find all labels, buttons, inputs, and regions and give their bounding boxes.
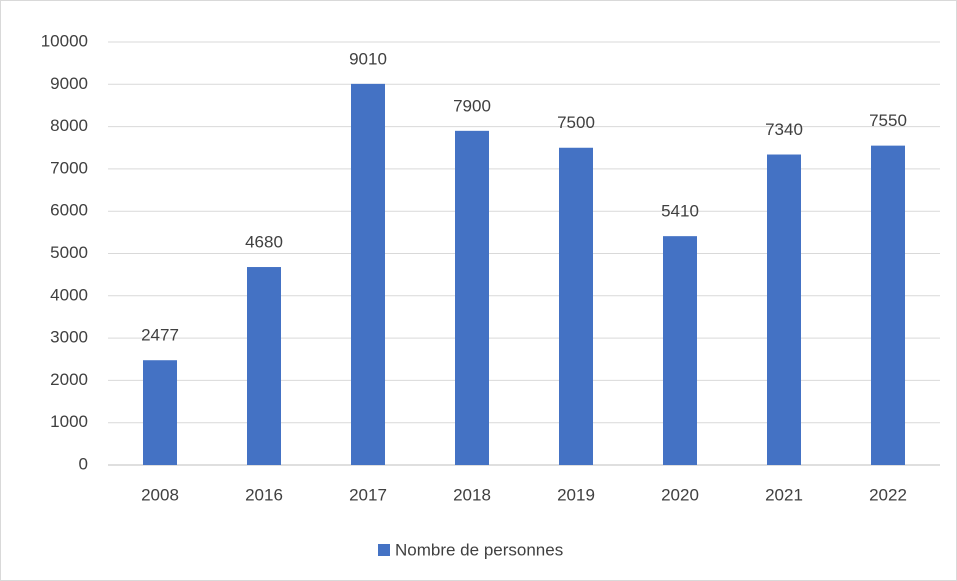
data-label: 7340 — [765, 120, 803, 139]
x-tick-label: 2018 — [453, 485, 491, 504]
y-tick-label: 9000 — [50, 74, 88, 93]
y-tick-label: 6000 — [50, 201, 88, 220]
x-tick-label: 2016 — [245, 485, 283, 504]
bar — [247, 267, 281, 465]
bar — [559, 147, 593, 465]
data-label: 7550 — [869, 111, 907, 130]
y-tick-label: 10000 — [41, 31, 88, 50]
data-label: 5410 — [661, 202, 699, 221]
y-tick-label: 2000 — [50, 370, 88, 389]
data-label: 7500 — [557, 113, 595, 132]
x-tick-label: 2019 — [557, 485, 595, 504]
x-tick-label: 2021 — [765, 485, 803, 504]
bar — [871, 145, 905, 465]
bar — [767, 154, 801, 465]
bar — [455, 130, 489, 465]
bar — [351, 83, 385, 465]
y-tick-label: 7000 — [50, 158, 88, 177]
x-tick-label: 2008 — [141, 485, 179, 504]
bar — [663, 236, 697, 465]
y-tick-label: 0 — [79, 454, 88, 473]
data-label: 7900 — [453, 96, 491, 115]
y-tick-label: 1000 — [50, 412, 88, 431]
data-label: 9010 — [349, 49, 387, 68]
y-tick-label: 8000 — [50, 116, 88, 135]
data-label: 2477 — [141, 326, 179, 345]
x-tick-label: 2020 — [661, 485, 699, 504]
data-label: 4680 — [245, 233, 283, 252]
legend-label: Nombre de personnes — [395, 540, 563, 559]
x-tick-label: 2022 — [869, 485, 907, 504]
y-tick-label: 3000 — [50, 328, 88, 347]
legend-swatch — [378, 544, 390, 556]
x-tick-label: 2017 — [349, 485, 387, 504]
y-tick-label: 4000 — [50, 285, 88, 304]
y-tick-label: 5000 — [50, 243, 88, 262]
bar — [143, 360, 177, 465]
